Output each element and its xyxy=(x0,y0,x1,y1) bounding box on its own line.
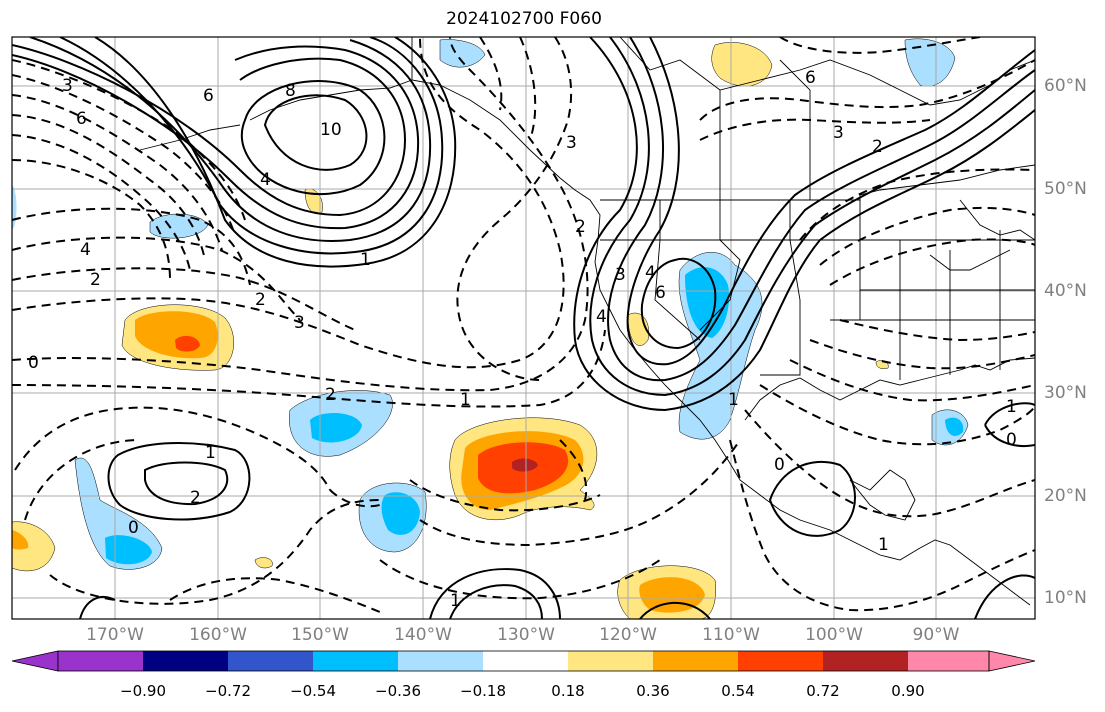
contour-label: 4 xyxy=(645,263,656,283)
contour-label: 2 xyxy=(325,385,336,405)
contour-label: 3 xyxy=(566,133,577,153)
colorbar xyxy=(11,650,1036,672)
lat-label: 40°N xyxy=(1044,281,1087,301)
contour-label: 4 xyxy=(80,240,91,260)
contour-label: 3 xyxy=(615,265,626,285)
contour-label: 0 xyxy=(128,518,139,538)
lon-label: 140°W xyxy=(394,625,452,645)
negative-contours xyxy=(12,37,1035,613)
shaded-anomalies xyxy=(12,38,969,619)
colorbar-swatch xyxy=(568,651,653,671)
contour-label: 3 xyxy=(62,76,73,96)
contour-label: 2 xyxy=(575,217,586,237)
map-frame xyxy=(11,36,1036,620)
colorbar-tick-label: −0.36 xyxy=(375,682,421,700)
colorbar-tick-label: −0.90 xyxy=(120,682,166,700)
colorbar-tick-label: 0.54 xyxy=(721,682,755,700)
colorbar-swatch xyxy=(313,651,398,671)
colorbar-extend-low xyxy=(11,650,59,672)
colorbar-swatch xyxy=(823,651,908,671)
contour-label: 1 xyxy=(878,535,889,555)
colorbar-tick-label: 0.72 xyxy=(806,682,840,700)
lon-label: 160°W xyxy=(189,625,247,645)
lon-label: 170°W xyxy=(86,625,144,645)
colorbar-tick-label: 0.36 xyxy=(636,682,670,700)
lon-label: 90°W xyxy=(912,625,960,645)
lat-label: 10°N xyxy=(1044,588,1087,608)
contour-label: 4 xyxy=(260,170,271,190)
colorbar-swatch xyxy=(738,651,823,671)
contour-label: 4 xyxy=(596,307,607,327)
lat-label: 20°N xyxy=(1044,486,1087,506)
contour-label: 10 xyxy=(320,120,342,140)
contour-labels: 6 3 6 8 10 4 4 2 1 2 3 0 3 6 3 2 4 6 3 4… xyxy=(28,68,1017,611)
contour-label: 2 xyxy=(190,488,201,508)
contour-label: 1 xyxy=(360,250,371,270)
map-title: 2024102700 F060 xyxy=(446,9,602,29)
colorbar-tick-label: −0.72 xyxy=(205,682,251,700)
contour-label: 2 xyxy=(255,290,266,310)
contour-label: 3 xyxy=(294,313,305,333)
contour-label: 6 xyxy=(203,86,214,106)
contour-label: 6 xyxy=(805,68,816,88)
contour-label: 1 xyxy=(728,390,739,410)
contour-label: 1 xyxy=(1006,397,1017,417)
colorbar-swatch xyxy=(228,651,313,671)
colorbar-swatch xyxy=(398,651,483,671)
contour-label: 6 xyxy=(76,109,87,129)
lat-label: 30°N xyxy=(1044,383,1087,403)
colorbar-swatch xyxy=(908,651,989,671)
contour-label: 1 xyxy=(205,443,216,463)
contour-label: 3 xyxy=(833,123,844,143)
colorbar-outline xyxy=(57,650,990,672)
colorbar-tick-label: −0.18 xyxy=(460,682,506,700)
positive-contours xyxy=(12,37,1035,619)
contour-label: 0 xyxy=(774,455,785,475)
lat-label: 60°N xyxy=(1044,76,1087,96)
colorbar-swatch xyxy=(143,651,228,671)
contour-label: 2 xyxy=(872,137,883,157)
lon-label: 150°W xyxy=(291,625,349,645)
contour-label: 1 xyxy=(460,390,471,410)
lon-label: 110°W xyxy=(702,625,760,645)
lon-label: 100°W xyxy=(805,625,863,645)
coastlines xyxy=(139,37,1035,606)
contour-label: 0 xyxy=(28,353,39,373)
contour-label: 1 xyxy=(450,591,461,611)
colorbar-extend-high xyxy=(988,650,1036,672)
colorbar-swatch xyxy=(58,651,143,671)
colorbar-tick-label: 0.90 xyxy=(891,682,925,700)
colorbar-swatch xyxy=(653,651,738,671)
contour-label: 8 xyxy=(285,81,296,101)
colorbar-tick-label: −0.54 xyxy=(290,682,336,700)
colorbar-tick-label: 0.18 xyxy=(551,682,585,700)
colorbar-swatch xyxy=(483,651,568,671)
graticule xyxy=(12,37,1035,619)
contour-label: 0 xyxy=(1006,430,1017,450)
lon-label: 120°W xyxy=(599,625,657,645)
lon-label: 130°W xyxy=(497,625,555,645)
lat-label: 50°N xyxy=(1044,179,1087,199)
contour-label: 2 xyxy=(90,270,101,290)
contour-label: 6 xyxy=(655,283,666,303)
